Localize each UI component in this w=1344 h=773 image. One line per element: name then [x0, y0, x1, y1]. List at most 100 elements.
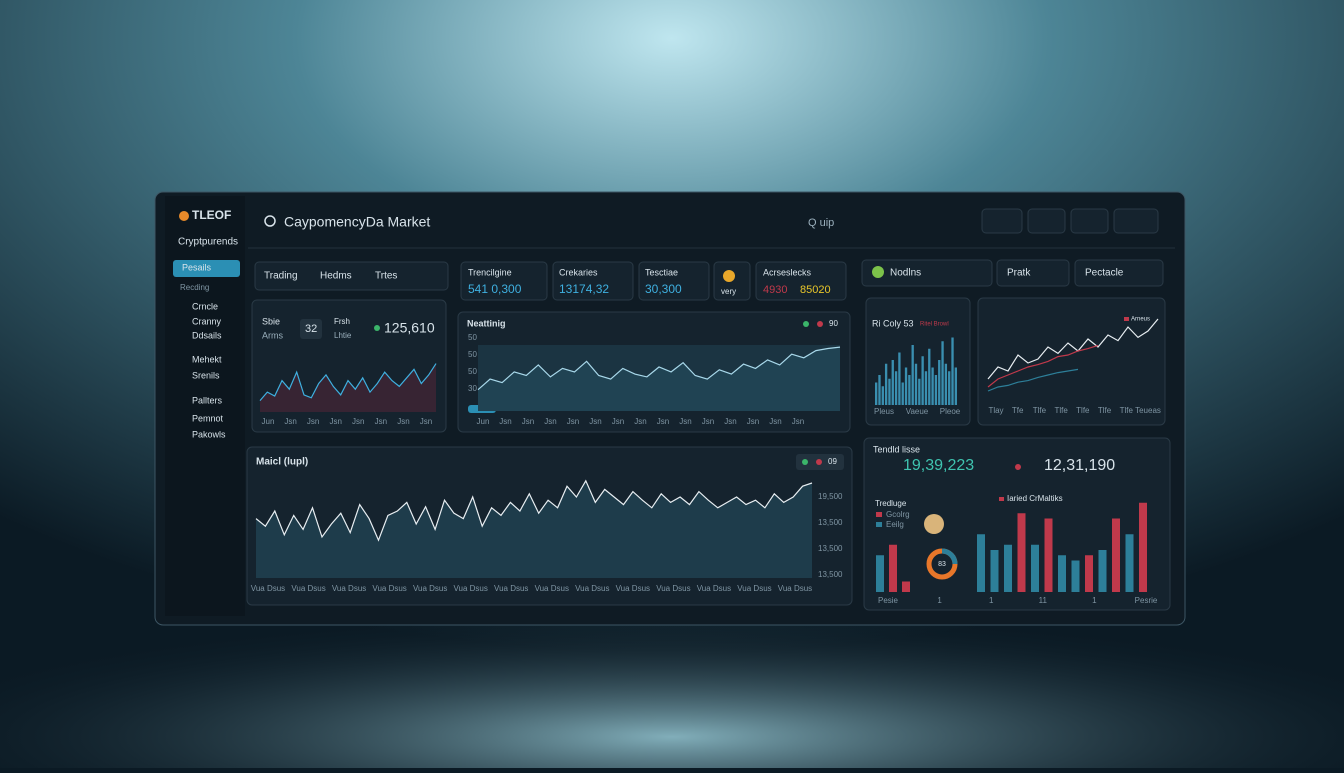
axis-label: Vua Dsus: [372, 584, 406, 593]
legend: Arneus: [1131, 317, 1150, 323]
axis-label: 19,500: [818, 492, 843, 501]
icon-button[interactable]: [1113, 208, 1159, 234]
nav-item[interactable]: Pemnot: [192, 413, 224, 423]
label: Tendld lisse: [873, 444, 920, 454]
tab-bar: [254, 261, 449, 291]
right-tab[interactable]: [861, 259, 993, 287]
bar: [951, 337, 954, 405]
stat-card: [638, 261, 710, 301]
bar: [1098, 550, 1107, 592]
nav-item[interactable]: Ddsails: [192, 330, 222, 340]
bar: [977, 534, 985, 592]
axis-label: Pesrie: [1135, 596, 1158, 605]
active-item-label[interactable]: Pesails: [182, 262, 212, 272]
axis-label: Jsn: [769, 417, 781, 426]
panel: [246, 446, 853, 606]
line: [987, 368, 1079, 392]
stat-label: Trencilgine: [468, 267, 512, 277]
axis-label: Jsn: [747, 417, 759, 426]
nav-item[interactable]: Crncle: [192, 301, 218, 311]
panel: [865, 297, 971, 426]
axis-label: Jsn: [352, 417, 364, 426]
legend-dot: [803, 321, 809, 327]
axis-label: Vua Dsus: [453, 584, 487, 593]
tab[interactable]: Hedms: [320, 271, 352, 282]
bar: [889, 544, 897, 592]
axis-label: 13,500: [818, 570, 843, 579]
icon-button[interactable]: [1070, 208, 1109, 234]
active-item[interactable]: [173, 260, 240, 277]
stat-value: 30,300: [645, 282, 682, 296]
axis-label: Vua Dsus: [616, 584, 650, 593]
axis-label: Jsn: [499, 417, 511, 426]
nav-item[interactable]: Mehekt: [192, 354, 222, 364]
right-tab[interactable]: [1074, 259, 1164, 287]
axis-label: Jsn: [657, 417, 669, 426]
right-tab-label[interactable]: Pectacle: [1085, 268, 1124, 279]
axis-label: 50: [468, 367, 477, 376]
label: Sbie: [262, 316, 280, 326]
axis-label: Tfe: [1012, 406, 1024, 415]
line: [477, 346, 841, 391]
stat-card: [552, 261, 634, 301]
coin-icon: [924, 514, 944, 534]
bar: [924, 371, 928, 405]
bar: [1031, 544, 1039, 592]
icon-button[interactable]: [1027, 208, 1066, 234]
icon-buttons: [981, 208, 1159, 234]
axis-label: Vua Dsus: [575, 584, 609, 593]
axis-label: Pleoe: [940, 407, 961, 416]
coin-label: very: [721, 287, 736, 296]
tab[interactable]: Trading: [264, 271, 298, 282]
axis-label: Tlfe: [1120, 406, 1134, 415]
bar: [954, 367, 958, 405]
legend-swatch: [999, 497, 1004, 501]
axis-label: Tlfe: [1098, 406, 1112, 415]
axis-label: Jsn: [397, 417, 409, 426]
user[interactable]: Q uip: [808, 217, 834, 229]
axis-label: Teueas: [1135, 406, 1161, 415]
legend-swatch: [876, 512, 882, 517]
axis-label: Vua Dsus: [251, 584, 285, 593]
bar: [875, 382, 878, 405]
axis-label: Vua Dsus: [535, 584, 569, 593]
bar: [908, 375, 911, 405]
nav-item[interactable]: Pakowls: [192, 429, 226, 439]
panel: [977, 297, 1166, 426]
tab[interactable]: Trtes: [375, 271, 397, 282]
bar: [1004, 544, 1012, 592]
search-text[interactable]: CaypomencyDa Market: [284, 214, 430, 230]
axis-label: Jsn: [329, 417, 341, 426]
stat-card: [755, 261, 847, 301]
area: [478, 347, 840, 411]
nav-item[interactable]: Pallters: [192, 395, 223, 405]
bar: [918, 378, 921, 405]
legend-item: Eeilg: [886, 520, 904, 529]
bar: [878, 375, 881, 405]
axis-label: Jsn: [702, 417, 714, 426]
nav-item[interactable]: Srenils: [192, 370, 220, 380]
bar: [901, 382, 904, 405]
bar: [921, 356, 924, 405]
right-tab-label[interactable]: Pratk: [1007, 268, 1031, 279]
bar: [898, 352, 901, 405]
axis-label: Jsn: [567, 417, 579, 426]
axis-label: Vua Dsus: [697, 584, 731, 593]
axis-label: Jsn: [544, 417, 556, 426]
right-tab[interactable]: [996, 259, 1070, 287]
bar: [1071, 560, 1080, 592]
axis-label: 1: [989, 596, 994, 605]
bars-title: Iaried CrMaltiks: [1007, 494, 1063, 503]
bar: [938, 360, 941, 405]
icon-button[interactable]: [981, 208, 1023, 234]
axis-label: 11: [1039, 596, 1048, 605]
axis-label: Jsn: [307, 417, 319, 426]
right-tab-label[interactable]: Nodlns: [890, 268, 921, 279]
legend-item: Gcolrg: [886, 510, 910, 519]
nav-item[interactable]: Cranny: [192, 316, 222, 326]
axis-label: Jsn: [634, 417, 646, 426]
label: Frsh: [334, 317, 350, 326]
donut-label: 83: [938, 561, 946, 568]
bar: [888, 378, 891, 405]
